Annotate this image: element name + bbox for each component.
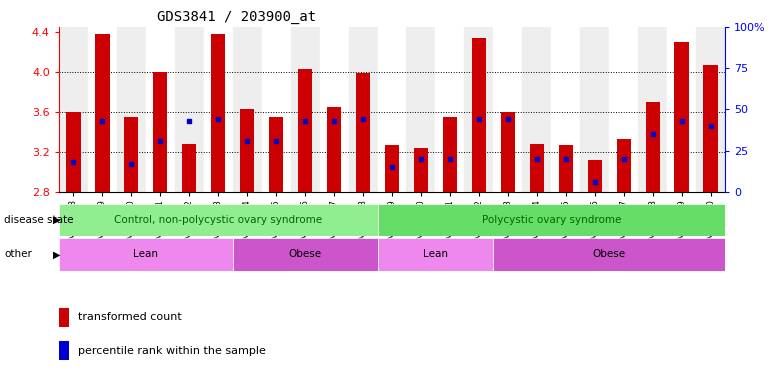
Text: transformed count: transformed count: [78, 313, 182, 323]
Bar: [667, 27, 696, 192]
Bar: [580, 27, 609, 192]
Bar: [349, 27, 378, 192]
Bar: [59, 27, 88, 192]
Text: ▶: ▶: [53, 215, 61, 225]
Bar: [472, 38, 486, 192]
Bar: [146, 27, 175, 192]
Text: Obese: Obese: [289, 249, 321, 260]
Bar: [645, 102, 660, 192]
Bar: [124, 117, 139, 192]
Text: Lean: Lean: [133, 249, 158, 260]
Bar: [435, 27, 464, 192]
Text: percentile rank within the sample: percentile rank within the sample: [78, 346, 267, 356]
Bar: [609, 27, 638, 192]
Bar: [233, 238, 378, 271]
Bar: [443, 117, 457, 192]
Bar: [66, 112, 81, 192]
Bar: [117, 27, 146, 192]
Text: GDS3841 / 203900_at: GDS3841 / 203900_at: [157, 10, 316, 23]
Bar: [414, 148, 428, 192]
Bar: [522, 27, 551, 192]
Bar: [262, 27, 291, 192]
Bar: [638, 27, 667, 192]
Bar: [530, 144, 544, 192]
Bar: [356, 73, 370, 192]
Bar: [320, 27, 349, 192]
Text: other: other: [4, 249, 32, 260]
Text: Lean: Lean: [423, 249, 448, 260]
Text: ▶: ▶: [53, 249, 61, 260]
Bar: [385, 145, 399, 192]
Bar: [674, 42, 689, 192]
Bar: [551, 27, 580, 192]
Bar: [269, 117, 283, 192]
Text: Obese: Obese: [593, 249, 626, 260]
Bar: [493, 27, 522, 192]
Bar: [378, 238, 493, 271]
Bar: [501, 112, 515, 192]
Bar: [204, 27, 233, 192]
Bar: [558, 145, 573, 192]
Bar: [233, 27, 262, 192]
Bar: [327, 107, 341, 192]
Bar: [182, 144, 197, 192]
Bar: [59, 341, 69, 360]
Bar: [587, 160, 602, 192]
Bar: [59, 308, 69, 327]
Text: Control, non-polycystic ovary syndrome: Control, non-polycystic ovary syndrome: [114, 215, 322, 225]
Bar: [59, 204, 378, 236]
Bar: [406, 27, 435, 192]
Bar: [378, 204, 725, 236]
Bar: [493, 238, 725, 271]
Bar: [464, 27, 493, 192]
Text: Polycystic ovary syndrome: Polycystic ovary syndrome: [481, 215, 621, 225]
Text: disease state: disease state: [4, 215, 74, 225]
Bar: [378, 27, 406, 192]
Bar: [616, 139, 631, 192]
Bar: [153, 72, 168, 192]
Bar: [703, 65, 718, 192]
Bar: [240, 109, 254, 192]
Bar: [291, 27, 320, 192]
Bar: [88, 27, 117, 192]
Bar: [696, 27, 725, 192]
Bar: [175, 27, 204, 192]
Bar: [298, 69, 312, 192]
Bar: [211, 34, 226, 192]
Bar: [95, 34, 110, 192]
Bar: [59, 238, 233, 271]
